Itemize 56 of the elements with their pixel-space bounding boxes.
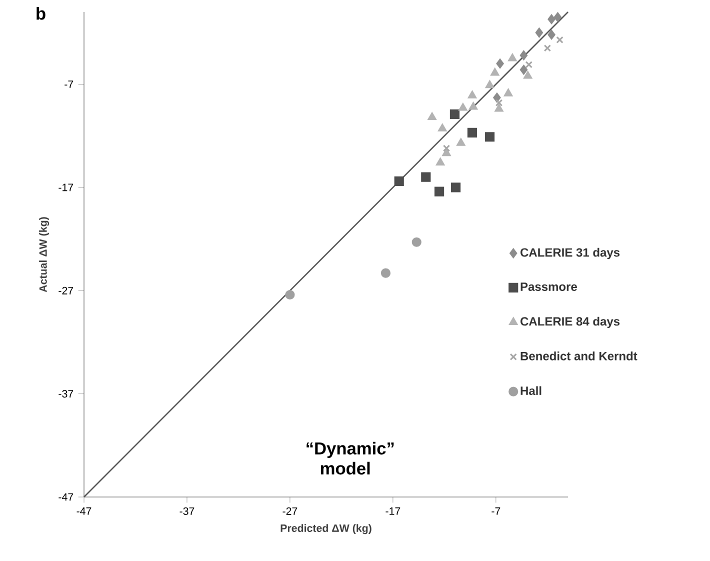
point bbox=[495, 99, 503, 106]
point bbox=[520, 64, 528, 75]
legend-label: CALERIE 84 days bbox=[520, 316, 620, 328]
point bbox=[428, 112, 436, 120]
point bbox=[485, 80, 494, 88]
point bbox=[421, 172, 431, 182]
legend-label: Hall bbox=[520, 386, 542, 396]
y-tick-label: -27 bbox=[58, 286, 74, 294]
point bbox=[450, 182, 461, 192]
point bbox=[508, 54, 517, 62]
point bbox=[494, 104, 504, 112]
point bbox=[468, 90, 476, 98]
x-tick-label: -47 bbox=[76, 507, 92, 515]
point bbox=[458, 103, 468, 111]
point bbox=[548, 30, 556, 40]
point bbox=[556, 36, 564, 44]
point bbox=[394, 176, 404, 186]
legend-label: Benedict and Kerndt bbox=[520, 352, 638, 360]
point bbox=[412, 237, 422, 247]
point bbox=[468, 102, 478, 110]
legend-label: CALERIE 31 days bbox=[520, 248, 620, 260]
point bbox=[434, 186, 444, 196]
legend-label: Passmore bbox=[520, 282, 577, 291]
y-tick-label: -17 bbox=[58, 184, 74, 192]
point bbox=[467, 128, 478, 138]
point bbox=[456, 138, 466, 146]
point bbox=[442, 148, 451, 156]
point bbox=[535, 28, 543, 38]
x-tick-label: -27 bbox=[282, 507, 298, 515]
y-tick-label: -7 bbox=[64, 80, 74, 88]
point bbox=[496, 58, 504, 68]
point bbox=[484, 132, 495, 142]
y-axis-title: Actual ΔW (kg) bbox=[39, 217, 50, 292]
point bbox=[490, 68, 500, 76]
point bbox=[285, 290, 295, 300]
text: b bbox=[36, 7, 46, 20]
x-tick-label: -37 bbox=[180, 507, 194, 515]
annotation: “Dynamic” model bbox=[306, 442, 394, 475]
point bbox=[442, 144, 450, 152]
point bbox=[493, 92, 501, 102]
y-tick-label: -47 bbox=[58, 493, 74, 501]
point bbox=[450, 109, 460, 119]
point bbox=[504, 88, 513, 96]
point bbox=[525, 61, 532, 68]
y-tick-label: -37 bbox=[58, 390, 74, 398]
point bbox=[436, 158, 445, 166]
x-tick-label: -17 bbox=[386, 507, 400, 515]
x-tick-label: -7 bbox=[492, 507, 500, 515]
point bbox=[548, 14, 556, 24]
point bbox=[524, 71, 532, 79]
point bbox=[380, 268, 391, 278]
point bbox=[554, 12, 562, 22]
point bbox=[544, 44, 552, 52]
x-axis-title: Predicted ΔW (kg) bbox=[280, 524, 372, 534]
point bbox=[438, 124, 447, 132]
point bbox=[520, 50, 528, 60]
